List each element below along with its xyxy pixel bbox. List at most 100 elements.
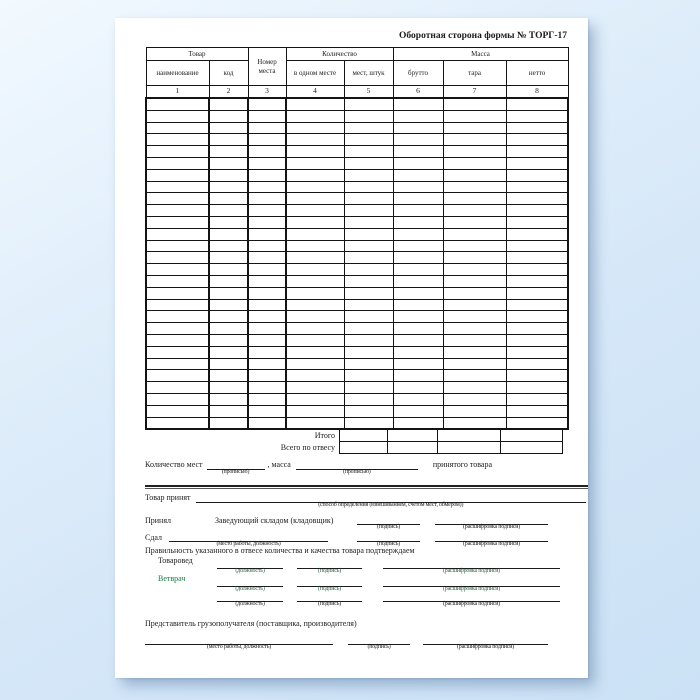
- empty-cell: [392, 251, 444, 265]
- caption-propisyu: (прописью): [343, 469, 371, 475]
- caption-podpis: (подпись): [317, 601, 342, 607]
- empty-cell: [247, 357, 288, 371]
- empty-cell: [392, 274, 444, 288]
- empty-cell: [247, 133, 288, 147]
- tovaroved-label: Товаровед: [158, 556, 193, 565]
- empty-cell: [343, 251, 394, 265]
- empty-rows: [145, 96, 570, 431]
- consignee-representative-title: Представитель грузополучателя (поставщик…: [145, 619, 357, 628]
- table-row: [145, 251, 570, 265]
- empty-cell: [505, 345, 570, 359]
- empty-cell: [343, 180, 394, 194]
- table-row: [145, 204, 570, 217]
- header-mest-shtuk: мест, штук: [343, 60, 394, 86]
- empty-cell: [392, 168, 444, 182]
- empty-cell: [207, 180, 250, 194]
- header-nomer-mesta: Номер места: [247, 47, 287, 86]
- empty-cell: [145, 227, 210, 241]
- empty-cell: [285, 180, 345, 194]
- empty-cell: [505, 357, 570, 371]
- empty-cell: [392, 416, 444, 431]
- empty-cell: [145, 192, 210, 206]
- empty-cell: [442, 121, 507, 135]
- totals-label: Итого: [314, 431, 335, 441]
- empty-cell: [145, 109, 210, 123]
- empty-cell: [145, 215, 210, 229]
- empty-cell: [145, 369, 210, 383]
- empty-cell: [207, 121, 250, 135]
- empty-cell: [392, 133, 444, 147]
- empty-cell: [207, 168, 250, 182]
- column-number: 8: [505, 85, 569, 99]
- position-line: (должность): [217, 558, 283, 574]
- empty-cell: [207, 274, 250, 288]
- signature-line: (подпись): [348, 634, 410, 650]
- empty-cell: [207, 204, 250, 217]
- quantity-label: Количество мест: [145, 460, 203, 469]
- empty-cell: [285, 310, 345, 324]
- empty-cell: [392, 357, 444, 371]
- empty-cell: [343, 333, 394, 347]
- empty-cell: [442, 133, 507, 147]
- signature-decode-line: (расшифровка подписи): [383, 558, 560, 574]
- empty-cell: [247, 404, 288, 418]
- empty-cell: [247, 156, 288, 170]
- empty-cell: [285, 357, 345, 371]
- goods-accepted-label: Товар принят: [145, 493, 191, 502]
- empty-cell: [392, 404, 444, 418]
- empty-cell: [247, 345, 288, 359]
- empty-cell: [505, 322, 570, 335]
- empty-cell: [505, 96, 570, 111]
- empty-cell: [285, 215, 345, 229]
- signer-row-tovaroved: Товаровед (должность) (подпись) (расшифр…: [145, 556, 560, 574]
- empty-cell: [505, 156, 570, 170]
- empty-cell: [145, 274, 210, 288]
- empty-cell: [442, 392, 507, 406]
- empty-cell: [392, 239, 444, 253]
- empty-cell: [343, 274, 394, 288]
- empty-cell: [207, 133, 250, 147]
- table-row: [145, 192, 570, 206]
- consignee-representative-lines: (место работы, должность) (подпись) (рас…: [145, 632, 568, 650]
- table-row: [145, 96, 570, 111]
- empty-cell: [207, 96, 250, 111]
- empty-cell: [207, 286, 250, 300]
- empty-cell: [442, 345, 507, 359]
- empty-cell: [343, 286, 394, 300]
- empty-cell: [343, 96, 394, 111]
- empty-cell: [285, 239, 345, 253]
- empty-cell: [392, 227, 444, 241]
- method-line: (способ определения (взвешиванием, счето…: [195, 492, 586, 508]
- column-number: 4: [285, 85, 345, 99]
- empty-cell: [392, 204, 444, 217]
- empty-cell: [392, 369, 444, 383]
- empty-cell: [145, 416, 210, 431]
- table-row: [145, 133, 570, 147]
- empty-cell: [285, 251, 345, 265]
- empty-cell: [442, 286, 507, 300]
- empty-cell: [207, 322, 250, 335]
- table-row: [145, 239, 570, 253]
- signature-decode-line: (расшифровка подписи): [435, 531, 548, 547]
- signer-row-extra: (должность) (подпись) (расшифровка подпи…: [145, 589, 560, 607]
- empty-cell: [442, 145, 507, 158]
- delivered-by-label: Сдал: [145, 533, 163, 542]
- totals-cell: [388, 442, 438, 455]
- empty-cell: [343, 392, 394, 406]
- header-massa: Масса: [392, 47, 569, 61]
- empty-cell: [343, 133, 394, 147]
- table-row: [145, 180, 570, 194]
- empty-cell: [442, 180, 507, 194]
- table-row: [145, 310, 570, 324]
- empty-cell: [247, 109, 288, 123]
- empty-cell: [285, 109, 345, 123]
- signature-line: (подпись): [357, 531, 420, 547]
- empty-cell: [207, 109, 250, 123]
- empty-cell: [343, 298, 394, 312]
- empty-cell: [392, 392, 444, 406]
- empty-cell: [207, 192, 250, 206]
- totals-cell: [438, 430, 501, 443]
- empty-cell: [442, 263, 507, 276]
- empty-cell: [145, 204, 210, 217]
- empty-cell: [343, 156, 394, 170]
